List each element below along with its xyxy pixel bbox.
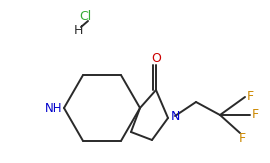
Text: O: O bbox=[151, 52, 161, 65]
Text: N: N bbox=[170, 110, 180, 123]
Text: F: F bbox=[251, 109, 259, 121]
Text: Cl: Cl bbox=[79, 10, 91, 23]
Text: H: H bbox=[73, 23, 83, 37]
Text: F: F bbox=[247, 90, 254, 104]
Text: NH: NH bbox=[45, 102, 62, 114]
Text: F: F bbox=[238, 133, 245, 146]
